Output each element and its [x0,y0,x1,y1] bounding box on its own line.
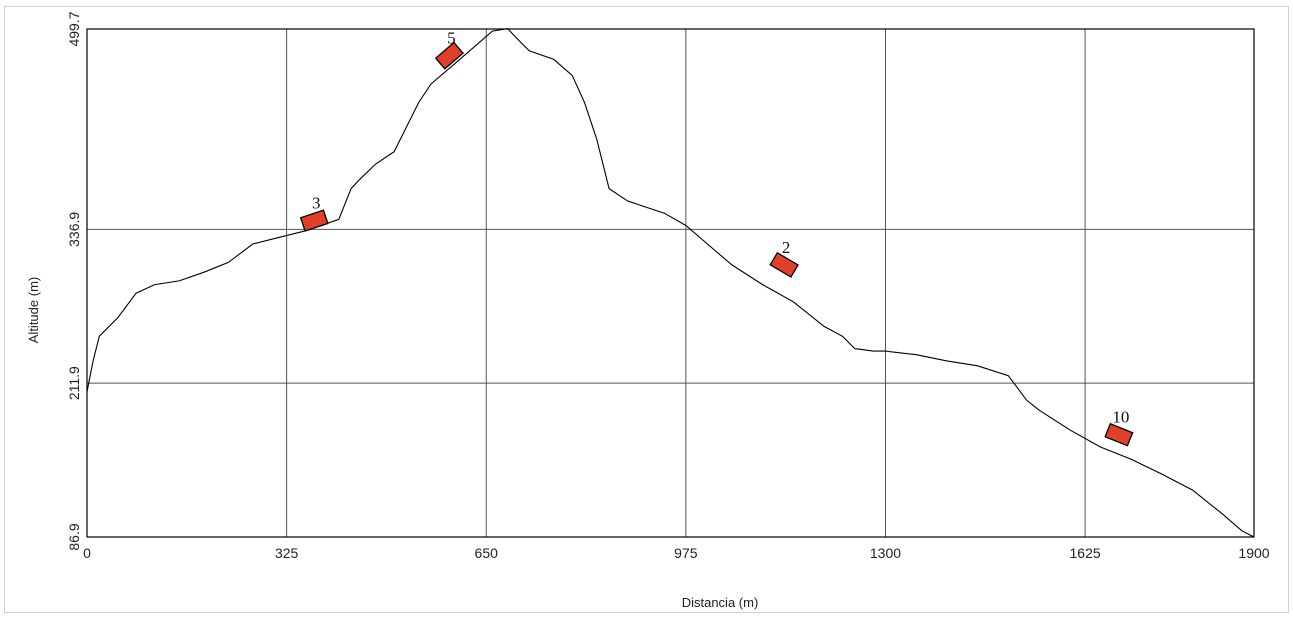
x-tick-label: 0 [83,545,91,561]
marker-2 [769,251,799,278]
marker-rect [769,251,799,278]
marker-rect [434,41,464,70]
y-tick-label: 499.7 [66,11,82,46]
marker-label: 10 [1112,408,1129,427]
marker-label: 3 [312,194,321,213]
x-tick-label: 325 [275,545,299,561]
x-tick-label: 1625 [1070,545,1101,561]
marker-rect [1104,422,1134,447]
x-axis-title: Distancia (m) [682,595,759,610]
plot-area-border [86,28,1255,538]
x-tick-labels: 0 325 650 975 1300 1625 1900 [83,545,1270,561]
y-tick-label: 86.9 [66,523,82,550]
x-tick-label: 1300 [870,545,901,561]
y-tick-label: 336.9 [66,212,82,247]
y-axis-title: Altitude (m) [26,277,41,343]
marker-3 [299,209,329,232]
marker-5 [434,41,464,70]
x-tick-label: 1900 [1238,545,1269,561]
outer-frame [4,6,1289,613]
x-tick-label: 650 [475,545,499,561]
grid [87,29,1254,537]
marker-10 [1104,422,1134,447]
y-tick-labels: 86.9 211.9 336.9 499.7 [66,11,82,550]
elevation-profile-line [86,28,1255,538]
x-tick-label: 975 [674,545,698,561]
marker-rect [299,209,329,232]
marker-label: 5 [447,29,456,48]
y-tick-label: 211.9 [66,366,82,400]
marker-label: 2 [782,238,791,257]
markers: 3 5 2 10 [299,29,1134,447]
